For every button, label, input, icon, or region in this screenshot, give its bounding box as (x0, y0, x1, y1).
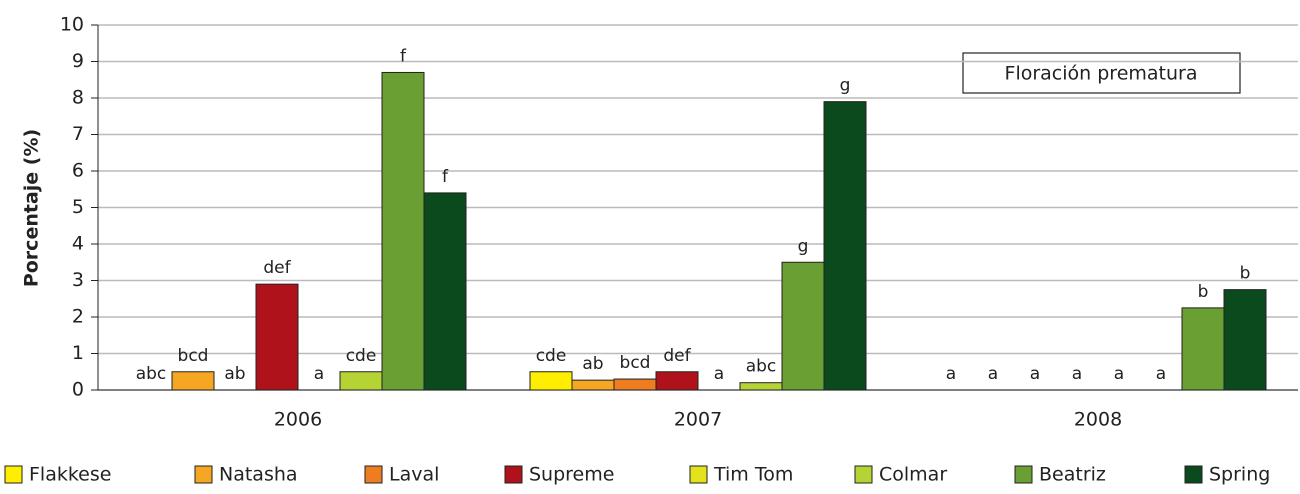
significance-label: b (1198, 282, 1209, 302)
legend-label: Beatriz (1039, 464, 1106, 486)
significance-label: a (1030, 364, 1040, 384)
legend-label: Colmar (879, 464, 947, 486)
significance-label: f (400, 46, 407, 66)
bar (529, 371, 573, 391)
legend-swatch (364, 465, 383, 484)
y-tick-label: 9 (72, 50, 84, 72)
significance-label: cde (536, 346, 567, 366)
y-axis-label: Porcentaje (%) (21, 129, 43, 287)
significance-label: bcd (178, 346, 209, 366)
bar (1223, 289, 1267, 391)
bar (381, 71, 425, 391)
significance-label: def (663, 346, 691, 366)
y-tick-label: 4 (72, 233, 84, 255)
bar (255, 283, 299, 391)
bar (1181, 307, 1225, 391)
legend-swatch (4, 465, 23, 484)
bar (823, 101, 867, 391)
bar (781, 261, 825, 391)
significance-label: a (314, 364, 324, 384)
y-tick-label: 8 (72, 87, 84, 109)
significance-label: a (1114, 364, 1124, 384)
significance-label: a (988, 364, 998, 384)
y-tick-label: 3 (72, 269, 84, 291)
significance-label: bcd (620, 353, 651, 373)
significance-label: a (1072, 364, 1082, 384)
significance-label: a (1156, 364, 1166, 384)
legend-swatch (194, 465, 213, 484)
significance-label: a (714, 364, 724, 384)
y-tick-label: 1 (72, 342, 84, 364)
significance-label: f (442, 167, 449, 187)
bar (423, 192, 467, 391)
legend-label: Tim Tom (713, 464, 793, 486)
legend-label: Natasha (219, 464, 298, 486)
legend-swatch (689, 465, 708, 484)
bar (571, 379, 615, 391)
significance-label: b (1240, 264, 1251, 284)
annotation-box (962, 52, 1241, 94)
x-tick-label: 2007 (674, 409, 722, 431)
significance-label: ab (582, 354, 603, 374)
significance-label: def (263, 258, 291, 278)
bar (613, 378, 657, 391)
legend-label: Spring (1209, 464, 1270, 486)
bar (339, 371, 383, 391)
legend-label: Flakkese (29, 464, 111, 486)
legend-swatch (1014, 465, 1033, 484)
significance-label: cde (346, 346, 377, 366)
y-tick-label: 7 (72, 123, 84, 145)
significance-label: abc (136, 364, 167, 384)
legend-swatch (854, 465, 873, 484)
y-tick-label: 2 (72, 306, 84, 328)
significance-label: g (840, 76, 851, 96)
legend-swatch (1184, 465, 1203, 484)
significance-label: g (798, 236, 809, 256)
legend-label: Supreme (529, 464, 614, 486)
bar (739, 382, 783, 391)
significance-label: abc (746, 357, 777, 377)
bar (171, 371, 215, 391)
y-tick-label: 6 (72, 160, 84, 182)
x-tick-label: 2006 (274, 409, 322, 431)
y-tick-label: 10 (60, 14, 84, 36)
y-tick-label: 0 (72, 379, 84, 401)
legend-swatch (504, 465, 523, 484)
significance-label: a (946, 364, 956, 384)
bar (655, 371, 699, 391)
x-tick-label: 2008 (1074, 409, 1122, 431)
legend-label: Laval (389, 464, 439, 486)
significance-label: ab (224, 364, 245, 384)
annotation: Floración prematura (1005, 63, 1198, 85)
y-tick-label: 5 (72, 196, 84, 218)
